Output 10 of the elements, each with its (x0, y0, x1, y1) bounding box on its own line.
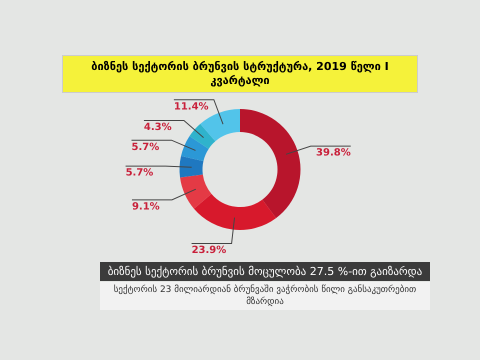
data-label: 23.9% (192, 245, 226, 256)
data-label: 9.1% (132, 201, 160, 212)
text: სექტორის 23 მილიარდიან ბრუნვაში ვაჭრობის წილი განსაკუთრებით მზარდია (100, 282, 430, 310)
data-label: 4.3% (144, 122, 172, 134)
data-label: 39.8% (316, 148, 351, 159)
data-label: 5.7% (132, 142, 160, 153)
data-label: 5.7% (126, 168, 154, 179)
text: ბიზნეს სექტორის ბრუნვის მოცულობა 27.5 %-ით გაიზარდა (100, 262, 430, 281)
data-label: 11.4% (174, 101, 209, 112)
chart-title: ბიზნეს სექტორის ბრუნვის სტრუქტურა, 2019 წელი I კვარტალი (62, 55, 418, 93)
